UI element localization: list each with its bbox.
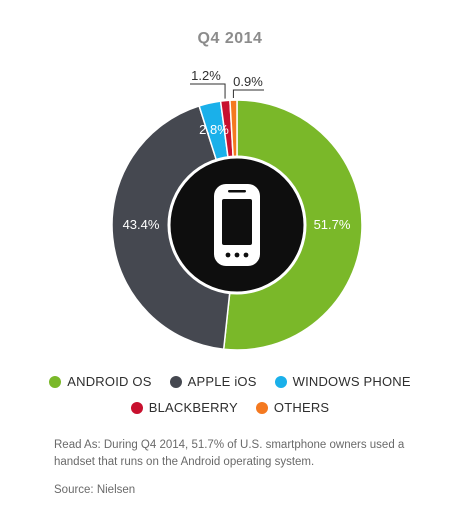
legend-swatch bbox=[49, 375, 62, 388]
legend-label: ANDROID OS bbox=[67, 374, 152, 389]
legend-item-others: OTHERS bbox=[255, 400, 330, 415]
legend-label: BLACKBERRY bbox=[148, 400, 238, 415]
leader-line bbox=[190, 83, 226, 99]
legend-label: APPLE iOS bbox=[187, 374, 257, 389]
slice-value-label: 1.2% bbox=[191, 68, 221, 83]
source-note: Source: Nielsen bbox=[54, 484, 136, 496]
legend-item-android: ANDROID OS bbox=[49, 374, 151, 389]
legend-swatch bbox=[130, 401, 143, 414]
smartphone-icon bbox=[214, 184, 260, 266]
read-as-note: Read As: During Q4 2014, 51.7% of U.S. s… bbox=[54, 439, 405, 468]
legend-item-windows: WINDOWS PHONE bbox=[274, 374, 411, 389]
legend-swatch bbox=[169, 375, 182, 388]
legend-label: OTHERS bbox=[273, 400, 330, 415]
slice-value-label: 0.9% bbox=[233, 74, 263, 89]
legend-item-blackberry: BLACKBERRY bbox=[130, 400, 238, 415]
legend-item-apple: APPLE iOS bbox=[169, 374, 257, 389]
legend-row-2: BLACKBERRY OTHERS bbox=[0, 400, 460, 415]
slice-value-label: 43.4% bbox=[123, 217, 160, 232]
leader-line bbox=[232, 89, 264, 99]
legend-label: WINDOWS PHONE bbox=[292, 374, 411, 389]
slice-value-label: 2.8% bbox=[199, 122, 229, 137]
legend-row-1: ANDROID OS APPLE iOS WINDOWS PHONE bbox=[0, 374, 460, 389]
legend-swatch bbox=[255, 401, 268, 414]
slice-labels: 51.7% 43.4% 2.8% 1.2% 0.9% bbox=[123, 68, 351, 232]
donut-chart: 51.7% 43.4% 2.8% 1.2% 0.9% bbox=[111, 68, 363, 351]
chart-title: Q4 2014 bbox=[197, 30, 263, 47]
center-hub bbox=[167, 155, 307, 295]
leader-lines bbox=[190, 83, 264, 99]
slice-value-label: 51.7% bbox=[314, 217, 351, 232]
legend-swatch bbox=[274, 375, 287, 388]
